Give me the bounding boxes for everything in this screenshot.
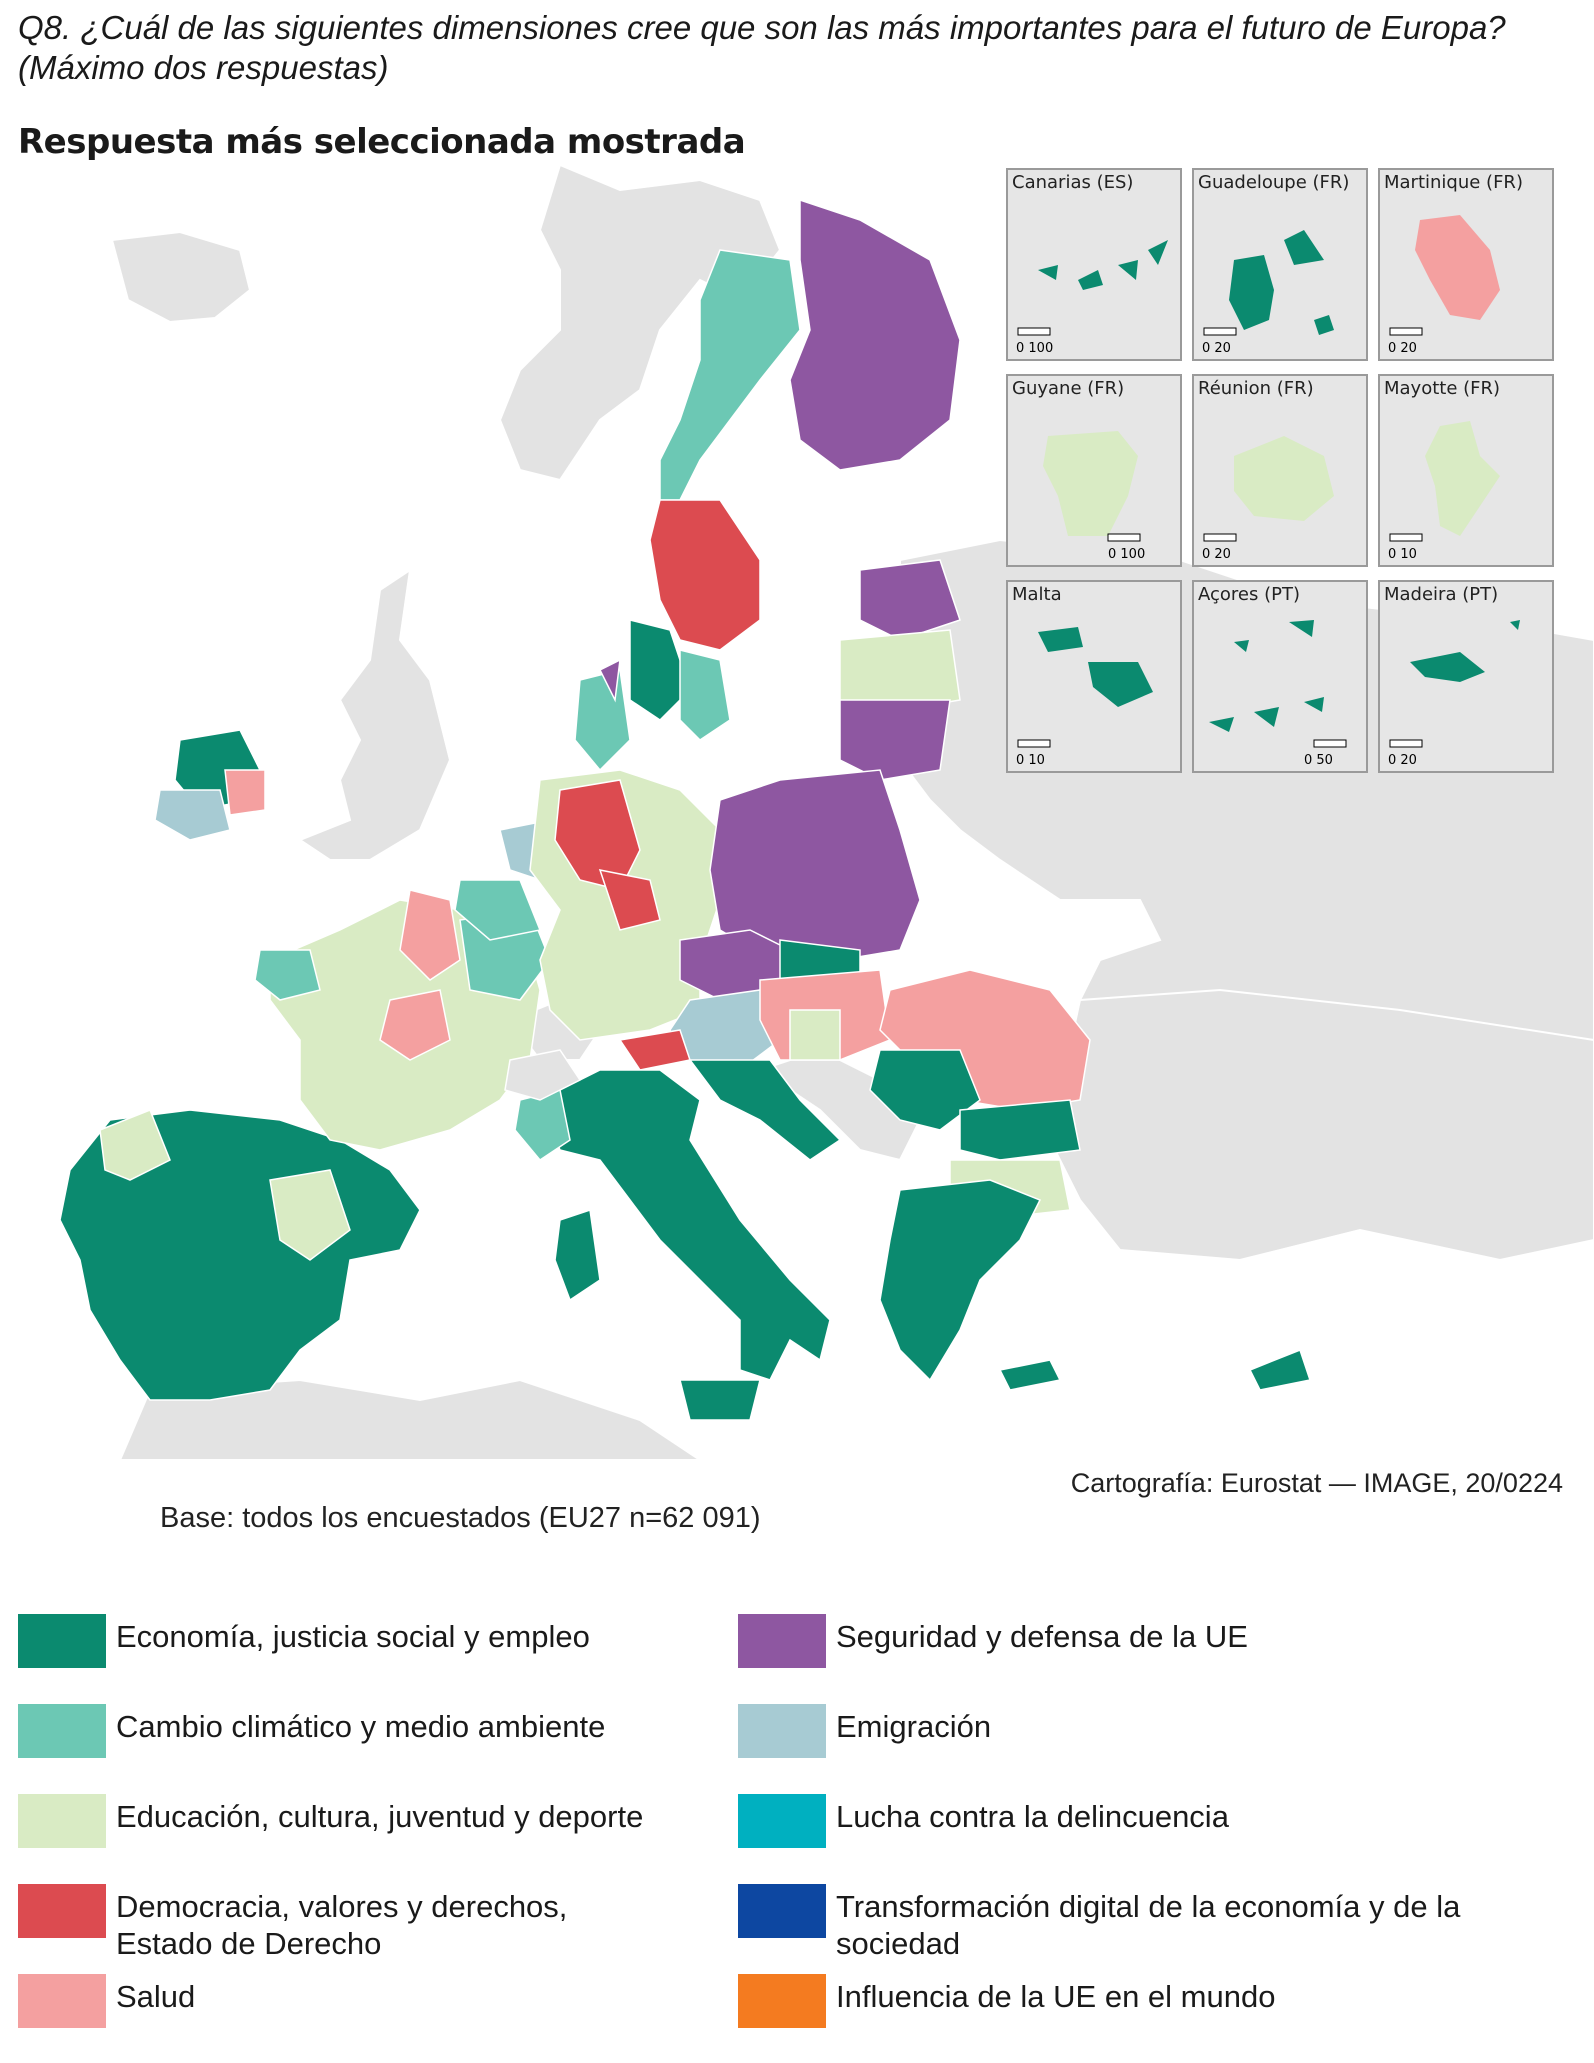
inset-guyane: Guyane (FR) 0 100 [1006, 374, 1182, 567]
inset-label: Malta [1012, 584, 1062, 605]
map-subtitle: Respuesta más seleccionada mostrada [18, 122, 746, 162]
svg-text:0 20: 0 20 [1388, 341, 1417, 356]
region-balkans [688, 1059, 1311, 1391]
legend-label: Cambio climático y medio ambiente [116, 1709, 606, 1744]
legend-swatch [738, 1704, 826, 1758]
legend-label: Educación, cultura, juventud y deporte [116, 1799, 644, 1834]
inset-label: Açores (PT) [1198, 584, 1300, 605]
legend-label: Democracia, valores y derechos, Estado d… [116, 1889, 568, 1961]
region-baltics [839, 559, 961, 781]
region-scandinavia [629, 198, 961, 741]
svg-text:0 100: 0 100 [1108, 547, 1145, 562]
cartography-credit: Cartografía: Eurostat — IMAGE, 20/0224 [1070, 1468, 1563, 1498]
legend-label: Lucha contra la delincuencia [836, 1799, 1229, 1834]
svg-text:0 20: 0 20 [1202, 547, 1231, 562]
legend-swatch [738, 1884, 826, 1938]
legend-swatch [18, 1614, 106, 1668]
inset-madeira: Madeira (PT) 0 20 [1378, 580, 1554, 773]
svg-text:0 100: 0 100 [1016, 341, 1053, 356]
region-germany [529, 769, 721, 1041]
inset-label: Madeira (PT) [1384, 584, 1499, 605]
legend-swatch [18, 1884, 106, 1938]
legend-label: Influencia de la UE en el mundo [836, 1979, 1276, 2014]
inset-guadeloupe: Guadeloupe (FR) 0 20 [1192, 168, 1368, 361]
legend-label: Transformación digital de la economía y … [836, 1889, 1461, 1961]
legend-label: Salud [116, 1979, 196, 2014]
region-central [618, 929, 891, 1071]
inset-acores: Açores (PT) 0 50 [1192, 580, 1368, 773]
svg-text:0 10: 0 10 [1016, 753, 1045, 768]
inset-label: Martinique (FR) [1384, 172, 1523, 193]
region-poland [709, 769, 921, 961]
inset-label: Canarias (ES) [1012, 172, 1134, 193]
legend-swatch [738, 1794, 826, 1848]
inset-label: Guyane (FR) [1012, 378, 1125, 399]
inset-reunion: Réunion (FR) 0 20 [1192, 374, 1368, 567]
region-italy [504, 1049, 831, 1421]
legend-swatch [18, 1974, 106, 2028]
svg-text:0 20: 0 20 [1388, 753, 1417, 768]
inset-malta: Malta 0 10 [1006, 580, 1182, 773]
inset-martinique: Martinique (FR) 0 20 [1378, 168, 1554, 361]
region-madrid-area [269, 1169, 351, 1261]
legend-label: Emigración [836, 1709, 992, 1744]
inset-label: Guadeloupe (FR) [1198, 172, 1350, 193]
region-galicia [99, 1109, 171, 1181]
legend-swatch [738, 1974, 826, 2028]
region-denmark [574, 658, 631, 772]
inset-canarias: Canarias (ES) 0 100 [1006, 168, 1182, 361]
base-note: Base: todos los encuestados (EU27 n=62 0… [160, 1502, 761, 1534]
inset-label: Réunion (FR) [1198, 378, 1314, 399]
svg-text:0 10: 0 10 [1388, 547, 1417, 562]
question-title: Q8. ¿Cuál de las siguientes dimensiones … [18, 9, 1506, 86]
svg-text:0 50: 0 50 [1304, 753, 1333, 768]
legend-swatch [738, 1614, 826, 1668]
svg-text:0 20: 0 20 [1202, 341, 1231, 356]
legend-swatch [18, 1704, 106, 1758]
inset-maps: Canarias (ES) 0 100 Guadeloupe (FR) 0 20… [1006, 168, 1582, 786]
region-romania-bulgaria [869, 969, 1091, 1221]
legend-swatch [18, 1794, 106, 1848]
inset-mayotte: Mayotte (FR) 0 10 [1378, 374, 1554, 567]
inset-label: Mayotte (FR) [1384, 378, 1501, 399]
region-ireland [154, 729, 266, 841]
legend-label: Seguridad y defensa de la UE [836, 1619, 1248, 1654]
legend-label: Economía, justicia social y empleo [116, 1619, 590, 1654]
